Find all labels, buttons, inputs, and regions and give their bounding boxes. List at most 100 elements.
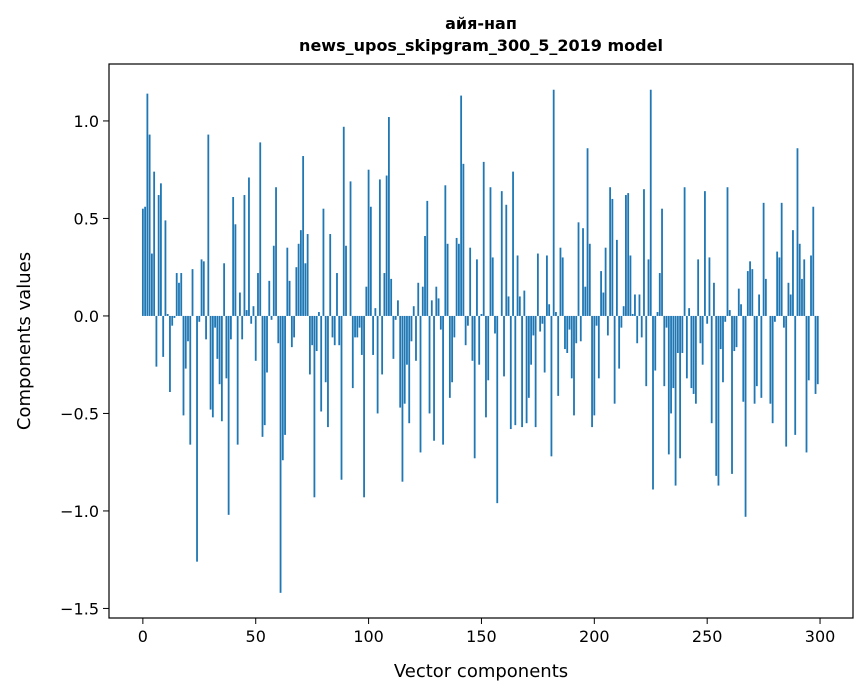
bar-133 (442, 315, 444, 445)
bar-264 (737, 288, 740, 316)
bar-89 (342, 126, 345, 316)
bar-49 (252, 306, 255, 316)
bar-232 (665, 315, 668, 328)
bar-128 (430, 300, 433, 316)
bar-194 (579, 315, 582, 342)
bar-248 (701, 315, 704, 365)
bar-86 (336, 273, 338, 316)
bar-44 (241, 315, 244, 340)
bar-192 (575, 315, 578, 344)
bar-40 (232, 196, 235, 316)
bar-18 (182, 315, 185, 416)
bar-53 (261, 315, 264, 437)
bar-145 (469, 247, 472, 316)
bar-259 (726, 187, 729, 316)
bar-207 (609, 187, 612, 316)
bar-251 (708, 257, 711, 316)
bar-70 (299, 230, 302, 316)
bar-122 (417, 282, 420, 316)
bar-243 (690, 315, 693, 389)
bar-55 (266, 315, 268, 373)
bar-11 (166, 313, 169, 316)
bar-46 (245, 310, 248, 316)
y-tick-label: −0.5 (60, 404, 99, 423)
x-tick-label: 100 (353, 627, 384, 646)
x-axis: 0 50 100 150 200 250 300 (138, 618, 836, 646)
bar-125 (424, 235, 426, 316)
bar-174 (534, 315, 537, 428)
bar-285 (785, 315, 788, 447)
bar-80 (322, 208, 325, 316)
bar-9 (162, 315, 165, 357)
bar-171 (527, 315, 530, 398)
bar-64 (286, 247, 289, 316)
bar-153 (487, 315, 490, 381)
bar-170 (525, 315, 528, 424)
bar-37 (225, 315, 228, 379)
x-tick-label: 300 (805, 627, 836, 646)
bar-15 (175, 273, 178, 316)
bar-228 (656, 312, 659, 316)
bar-21 (189, 315, 192, 445)
bar-193 (577, 222, 580, 316)
bar-135 (446, 243, 449, 316)
bar-221 (640, 315, 643, 338)
bar-76 (313, 315, 316, 498)
chart-subtitle: news_upos_skipgram_300_5_2019 model (299, 36, 663, 55)
bar-260 (728, 310, 731, 316)
x-tick-label: 250 (692, 627, 723, 646)
bar-58 (272, 245, 275, 316)
bar-60 (277, 315, 280, 344)
bar-36 (223, 263, 226, 316)
bar-43 (239, 292, 241, 316)
bar-284 (783, 315, 785, 328)
bar-42 (236, 315, 239, 445)
bar-82 (327, 315, 329, 428)
bar-225 (649, 89, 652, 316)
bar-215 (627, 193, 630, 316)
bar-142 (462, 163, 465, 316)
bar-130 (435, 286, 438, 316)
bar-51 (257, 273, 259, 316)
bar-16 (178, 282, 180, 316)
bar-114 (399, 315, 402, 408)
bar-61 (279, 315, 282, 593)
bar-294 (805, 315, 808, 453)
bar-161 (505, 204, 508, 316)
bar-188 (566, 315, 569, 353)
bar-4 (150, 253, 153, 316)
bar-296 (810, 255, 812, 316)
bar-241 (685, 315, 688, 379)
bar-189 (568, 315, 571, 330)
bar-152 (485, 315, 487, 418)
bar-7 (157, 195, 160, 316)
bar-110 (390, 278, 393, 316)
bar-28 (205, 315, 207, 340)
bar-56 (268, 280, 271, 316)
x-tick-label: 150 (466, 627, 497, 646)
bar-204 (602, 292, 605, 316)
bar-205 (604, 247, 607, 316)
bar-140 (457, 243, 460, 316)
bar-214 (625, 195, 627, 316)
bar-29 (207, 134, 210, 316)
bar-155 (491, 257, 494, 316)
bar-31 (211, 315, 214, 418)
bar-106 (381, 315, 384, 375)
bar-203 (600, 271, 602, 316)
bar-276 (764, 278, 767, 316)
bar-6 (155, 315, 158, 367)
bar-102 (372, 315, 375, 355)
y-tick-label: 0.5 (74, 209, 99, 228)
bar-208 (611, 198, 614, 316)
bar-231 (663, 315, 666, 387)
bar-226 (652, 315, 654, 490)
bar-154 (489, 187, 492, 316)
bar-273 (758, 294, 760, 316)
bar-177 (541, 315, 544, 324)
bar-41 (234, 224, 237, 316)
y-tick-label: 1.0 (74, 112, 99, 131)
bar-121 (415, 315, 417, 361)
bar-35 (220, 315, 223, 422)
bar-185 (559, 247, 562, 316)
